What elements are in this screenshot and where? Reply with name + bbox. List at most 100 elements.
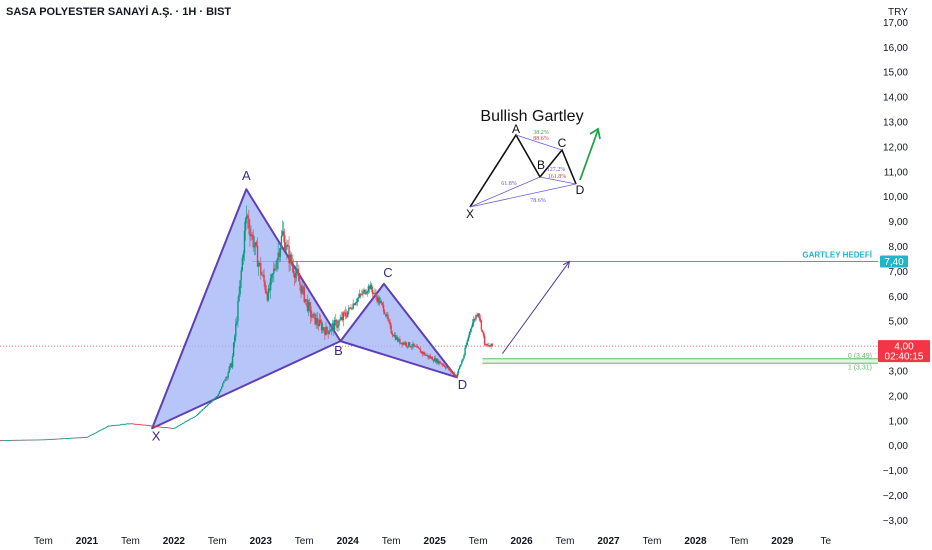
y-axis[interactable]: 17,00 16,00 15,00 14,00 13,00 12,00 11,00 10,00… [883,18,909,527]
price-candle [184,421,186,423]
candle-body [218,391,221,394]
candle-body [462,358,464,361]
candle-body [381,302,384,305]
candle-body [360,293,362,295]
price-candle [380,299,383,306]
price-candle [37,439,39,441]
candle-body [348,307,350,312]
candle-body [137,424,139,425]
price-candle [342,311,345,327]
candle-body [253,246,255,248]
candle-body [262,274,264,276]
candle-body [423,352,425,354]
pattern-point-label: B [334,343,343,358]
pattern-triangle-xab [151,188,342,430]
candle-body [250,234,252,237]
legend-ratio: 88.6% [533,136,549,142]
price-candle [124,423,126,425]
candle-body [223,380,225,384]
candle-body [479,318,481,321]
candle-body [264,281,266,291]
candle-body [382,304,385,312]
candle-body [306,299,309,311]
x-tick-label: Tem [382,536,401,547]
price-candle [199,411,201,413]
candle-body [159,426,161,428]
candle-body [53,438,56,440]
candle-body [117,424,120,426]
candle-body [300,284,302,294]
candle-body [397,337,399,342]
price-candle [46,439,48,441]
x-tick-label: Tem [34,536,53,547]
candle-body [79,437,82,439]
candle-body [362,291,364,295]
candle-body [403,342,405,345]
candle-body [449,369,451,370]
legend-point-label: B [537,158,545,172]
price-candle [213,398,215,400]
candle-body [242,253,245,259]
candle-body [336,320,338,328]
price-candle [418,348,421,350]
price-candle [109,425,111,427]
price-candle [366,290,368,297]
gartley-pattern[interactable]: X A B C D [151,168,467,443]
candle-body [73,437,75,439]
candle-body [311,317,313,318]
candle-body [408,342,411,347]
price-candle [125,423,127,425]
price-candle [17,439,20,441]
candle-body [466,340,468,346]
price-candle [397,335,399,343]
candle-body [277,252,279,260]
candle-body [420,351,423,353]
price-candle [251,231,253,240]
price-candle [274,263,276,272]
candle-body [178,425,180,427]
candle-body [63,438,65,440]
candle-body [268,288,271,291]
candle-body [480,320,483,330]
candle-body [293,273,296,278]
price-candle [292,258,295,277]
candle-body [313,313,315,315]
candle-body [16,439,19,441]
price-candle [460,364,462,368]
candle-body [361,294,363,295]
price-candle [188,419,190,421]
candle-body [109,425,111,427]
candle-body [285,249,287,251]
candle-body [481,329,484,332]
candle-body [330,325,333,331]
candle-body [352,303,354,309]
price-candle [147,425,149,426]
candle-body [2,440,4,441]
candle-body [398,339,400,342]
candle-body [93,433,96,434]
price-candle [62,438,64,440]
x-axis[interactable]: Tem 2021 Tem 2022 Tem 2023 Tem 2024 Tem 2025 Tem 20… [34,536,832,547]
price-candle [154,425,157,427]
candle-body [454,374,456,376]
candle-body [77,437,79,439]
price-candle [142,424,145,426]
candle-body [29,439,32,441]
price-candle [264,279,266,294]
candle-body [90,434,92,436]
candle-body [40,439,42,441]
projection-arrow[interactable] [502,260,571,354]
price-candle [417,346,420,349]
price-candle [66,437,69,439]
price-candle [224,379,226,382]
candle-body [406,345,409,347]
candle-body [76,437,78,439]
candle-body [241,258,244,271]
price-candle [69,437,72,439]
legend-ratio: 161.8% [548,174,567,180]
price-candle [299,272,301,291]
price-candle [320,319,323,334]
candle-body [143,424,146,426]
price-candle [164,427,166,428]
